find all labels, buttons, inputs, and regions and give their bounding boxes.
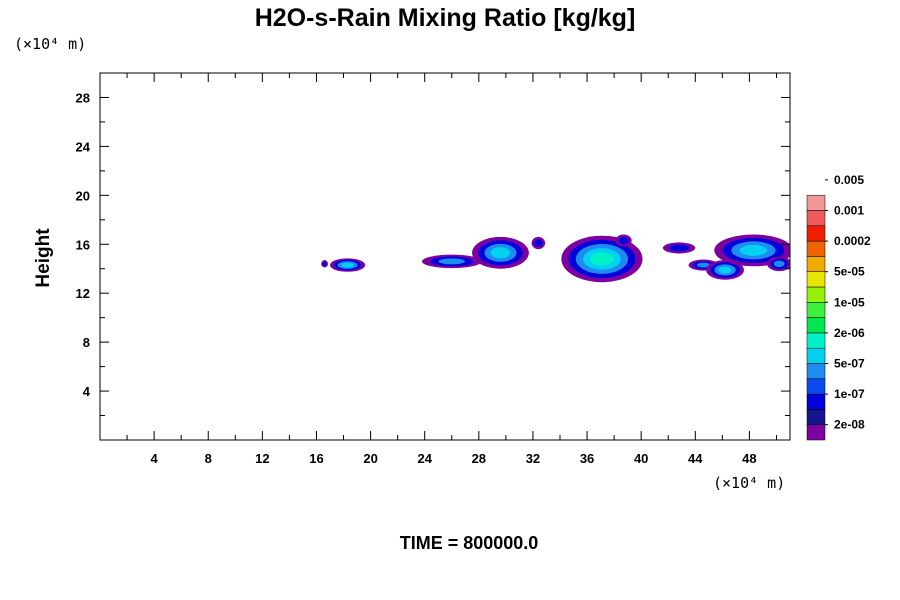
precip-region xyxy=(767,256,790,272)
x-tick-label: 36 xyxy=(580,451,594,466)
colorbar-label: 0.005 xyxy=(834,173,864,187)
y-tick-label: 28 xyxy=(76,90,90,105)
colorbar-swatch xyxy=(806,409,826,425)
colorbar-label: 2e-06 xyxy=(834,326,865,340)
y-unit-label: (×10⁴ m) xyxy=(14,35,86,53)
chart-title: H2O-s-Rain Mixing Ratio [kg/kg] xyxy=(255,4,636,32)
y-tick-label: 20 xyxy=(76,188,90,203)
x-tick-label: 4 xyxy=(151,451,159,466)
contour-field xyxy=(321,234,790,283)
precip-region xyxy=(531,236,546,250)
colorbar-swatch xyxy=(806,271,826,288)
contour-level xyxy=(696,262,711,268)
colorbar-swatch xyxy=(806,424,826,441)
colorbar-swatch xyxy=(806,347,826,364)
colorbar-label: 0.001 xyxy=(834,204,864,218)
contour-level xyxy=(618,236,629,245)
contour-level xyxy=(773,260,785,268)
x-tick-label: 32 xyxy=(526,451,540,466)
colorbar-swatch xyxy=(806,317,826,334)
colorbar-label: 5e-05 xyxy=(834,265,865,279)
x-tick-label: 16 xyxy=(309,451,323,466)
y-tick-label: 12 xyxy=(76,286,90,301)
colorbar-swatch xyxy=(806,363,826,380)
x-tick-label: 24 xyxy=(417,451,432,466)
colorbar: 2e-08 1e-07 5e-07 2e-06 1e-05 5e-05 0.0002 0.00… xyxy=(806,173,871,441)
y-tick-label: 8 xyxy=(83,335,90,350)
x-tick-label: 8 xyxy=(205,451,212,466)
precip-region xyxy=(330,258,366,272)
plot-frame xyxy=(99,72,791,441)
precip-region xyxy=(615,234,632,247)
y-axis-label: Height xyxy=(33,228,54,288)
contour-level xyxy=(438,258,465,265)
x-tick-label: 20 xyxy=(363,451,377,466)
colorbar-swatch xyxy=(806,256,826,272)
x-unit-label: (×10⁴ m) xyxy=(713,474,785,492)
colorbar-swatch xyxy=(806,225,826,242)
contour-level xyxy=(534,239,543,247)
contour-level xyxy=(718,266,732,274)
colorbar-label: 5e-07 xyxy=(834,357,865,371)
x-tick-label: 28 xyxy=(472,451,486,466)
contour-level xyxy=(739,244,768,256)
x-tick-label: 48 xyxy=(742,451,756,466)
precip-region xyxy=(714,234,790,267)
colorbar-swatch xyxy=(806,393,826,410)
contour-level xyxy=(669,244,690,252)
colorbar-swatch xyxy=(806,378,826,395)
x-tick-label: 12 xyxy=(255,451,269,466)
y-tick-label: 24 xyxy=(76,139,91,154)
colorbar-swatch xyxy=(806,240,826,257)
contour-level xyxy=(341,262,354,268)
precip-region xyxy=(706,260,744,280)
colorbar-label: 1e-07 xyxy=(834,387,865,401)
colorbar-label: 0.0002 xyxy=(834,234,871,248)
x-tick-label: 40 xyxy=(634,451,648,466)
colorbar-swatch xyxy=(806,286,826,303)
colorbar-label: 2e-08 xyxy=(834,418,865,432)
precip-region xyxy=(561,235,643,283)
contour-level xyxy=(590,252,614,266)
contour-level xyxy=(490,247,511,259)
colorbar-swatch xyxy=(806,332,826,349)
precip-region xyxy=(321,260,328,268)
colorbar-label: 1e-05 xyxy=(834,295,865,309)
colorbar-swatch xyxy=(806,194,826,211)
y-tick-label: 16 xyxy=(76,237,90,252)
x-tick-label: 44 xyxy=(688,451,703,466)
precip-region xyxy=(662,242,696,254)
colorbar-swatch xyxy=(806,210,826,227)
contour-level xyxy=(322,261,327,267)
precip-region xyxy=(472,236,529,269)
y-tick-label: 4 xyxy=(83,384,91,399)
precip-region xyxy=(422,254,482,269)
colorbar-swatch xyxy=(806,302,826,318)
time-label: TIME = 800000.0 xyxy=(400,533,539,553)
